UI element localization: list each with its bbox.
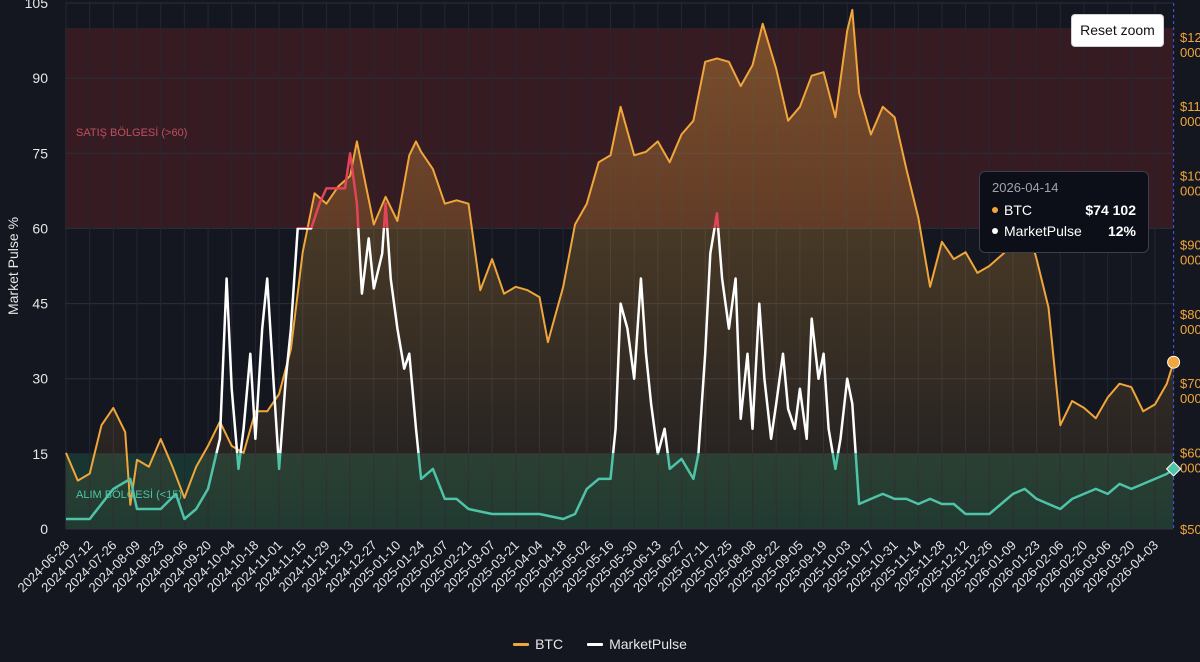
tooltip-row-btc: BTC $74 102: [992, 199, 1136, 220]
y-axis-label: Market Pulse %: [5, 217, 21, 315]
btc-line-icon: [513, 642, 530, 646]
tooltip-btc-label: BTC: [1004, 201, 1032, 218]
btc-hover-marker: [1167, 355, 1181, 369]
tooltip-date: 2026-04-14: [992, 180, 1059, 195]
tooltip-row-pulse: MarketPulse 12%: [992, 220, 1136, 241]
y2-tick-label: 000: [1180, 391, 1200, 406]
legend-item-marketpulse[interactable]: MarketPulse: [587, 636, 687, 652]
y-tick-label: 60: [32, 220, 48, 236]
legend-label-btc: BTC: [535, 636, 564, 652]
y2-tick-label: 000: [1180, 460, 1200, 475]
pulse-dot-icon: [992, 227, 998, 234]
tooltip-btc-value: $74 102: [1085, 201, 1136, 218]
y-tick-label: 105: [25, 0, 49, 11]
y2-tick-label: 000: [1180, 183, 1200, 198]
y2-tick-label: $10: [1180, 168, 1200, 183]
y2-tick-label: $11: [1180, 99, 1200, 114]
btc-line: [65, 8, 1175, 506]
y2-tick-label: $70: [1180, 376, 1200, 391]
btc-area: [66, 9, 1174, 529]
reset-zoom-button[interactable]: Reset zoom: [1071, 14, 1164, 47]
chart-tooltip: 2026-04-14 BTC $74 102 MarketPulse 12%: [979, 171, 1149, 253]
marketpulse-line-buy: [66, 453, 1173, 521]
tooltip-pulse-value: 12%: [1107, 222, 1136, 239]
marketpulse-line: [215, 228, 857, 453]
y-tick-label: 90: [32, 70, 48, 86]
buy-zone-label: ALIM BÖLGESİ (<15): [76, 488, 182, 501]
y-tick-label: 15: [32, 446, 48, 462]
y2-tick-label: $80: [1180, 307, 1200, 322]
y2-tick-label: 000: [1180, 114, 1200, 129]
sell-zone-label: SATIŞ BÖLGESİ (>60): [76, 126, 187, 139]
y-tick-label: 30: [32, 371, 48, 387]
y2-tick-label: 000: [1180, 253, 1200, 268]
y-tick-label: 45: [32, 296, 48, 312]
y-tick-label: 75: [32, 145, 48, 161]
y2-tick-label: $12: [1180, 30, 1200, 45]
y2-tick-label: $60: [1180, 445, 1200, 460]
legend-item-btc[interactable]: BTC: [513, 636, 563, 652]
btc-dot-icon: [992, 206, 998, 213]
y2-tick-label: 000: [1180, 322, 1200, 337]
legend-label-marketpulse: MarketPulse: [609, 636, 687, 652]
pulse-line-icon: [587, 642, 604, 646]
tooltip-pulse-label: MarketPulse: [1004, 222, 1082, 239]
y2-tick-label: 000: [1180, 45, 1200, 60]
pulse-hover-marker: [1165, 461, 1182, 477]
y-tick-label: 0: [40, 521, 48, 537]
y2-tick-label: $90: [1180, 238, 1200, 253]
chart-legend: BTC MarketPulse: [0, 636, 1200, 652]
y2-tick-label: $50: [1180, 522, 1200, 537]
